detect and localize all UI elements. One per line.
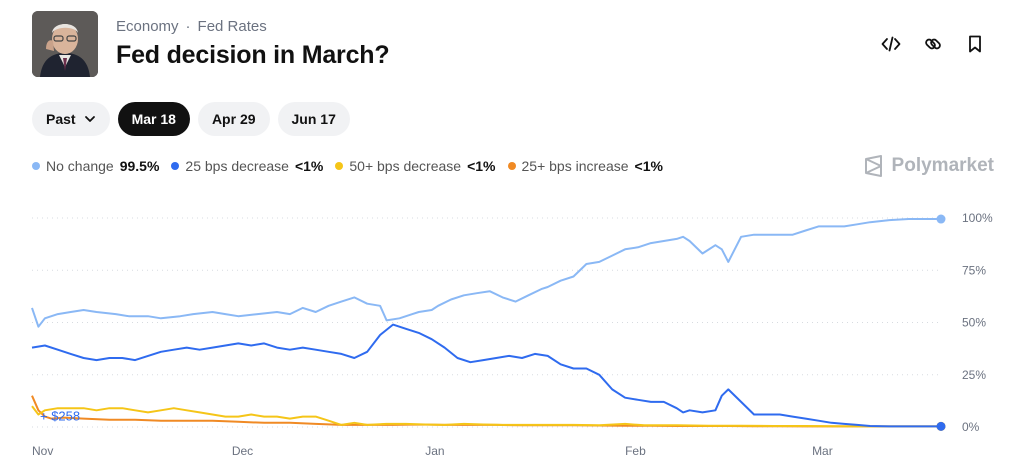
legend-label: 25+ bps increase xyxy=(521,158,629,174)
date-tabs: Past Mar 18 Apr 29 Jun 17 xyxy=(32,102,350,136)
breadcrumb-separator: · xyxy=(185,18,191,35)
brand-name: Polymarket xyxy=(891,155,994,176)
legend-dot xyxy=(507,162,516,170)
page-title: Fed decision in March? xyxy=(116,41,390,69)
legend-item-50-decrease: 50+ bps decrease <1% xyxy=(335,158,496,174)
legend-value: 99.5% xyxy=(119,158,160,174)
series-line xyxy=(31,395,941,428)
bookmark-icon xyxy=(969,35,981,53)
legend-label: No change xyxy=(46,158,114,174)
tab-past-label: Past xyxy=(46,111,76,127)
legend-dot xyxy=(32,162,40,170)
y-tick-label: 0% xyxy=(962,420,980,434)
legend-item-25-decrease: 25 bps decrease <1% xyxy=(171,158,323,174)
breadcrumb-subcategory[interactable]: Fed Rates xyxy=(197,18,267,35)
legend-value: <1% xyxy=(294,158,324,174)
x-tick-label: Mar xyxy=(812,444,833,458)
x-tick-label: Dec xyxy=(232,444,253,458)
tab-apr-29[interactable]: Apr 29 xyxy=(197,102,270,136)
price-chart: 100% 75% 50% 25% 0% Nov Dec Jan Feb Mar + $258 xyxy=(31,211,993,458)
y-tick-label: 25% xyxy=(962,368,986,382)
series-end-point xyxy=(936,421,946,431)
x-tick-label: Jan xyxy=(425,444,444,458)
header-actions xyxy=(880,33,986,55)
copy-link-button[interactable] xyxy=(922,33,944,55)
polymarket-brand: Polymarket xyxy=(864,155,994,177)
bookmark-button[interactable] xyxy=(964,33,986,55)
embed-button[interactable] xyxy=(880,33,902,55)
legend-value: <1% xyxy=(634,158,663,174)
series-line xyxy=(31,218,941,328)
legend-label: 50+ bps decrease xyxy=(349,158,462,174)
legend-item-25-increase: 25+ bps increase <1% xyxy=(507,158,663,174)
tab-jun-17[interactable]: Jun 17 xyxy=(277,102,350,136)
breadcrumb: Economy · Fed Rates xyxy=(116,18,389,35)
x-tick-label: Feb xyxy=(625,444,646,458)
legend-dot xyxy=(335,162,344,170)
legend-value: <1% xyxy=(467,158,496,174)
chevron-down-icon xyxy=(84,116,95,122)
polymarket-logo-icon xyxy=(864,155,882,177)
legend-dot xyxy=(171,162,180,170)
tab-past[interactable]: Past xyxy=(32,102,110,136)
y-tick-label: 75% xyxy=(962,263,986,277)
legend-label: 25 bps decrease xyxy=(185,158,289,174)
code-icon xyxy=(881,36,901,52)
y-tick-label: 50% xyxy=(962,316,986,330)
link-icon xyxy=(925,38,941,50)
breadcrumb-category[interactable]: Economy xyxy=(116,18,179,35)
y-tick-label: 100% xyxy=(962,211,993,225)
series-end-point xyxy=(936,214,946,224)
market-avatar xyxy=(32,11,98,77)
x-tick-label: Nov xyxy=(32,444,53,458)
legend-item-no-change: No change 99.5% xyxy=(32,158,159,174)
trade-annotation: + $258 xyxy=(40,409,80,424)
series-line xyxy=(31,405,941,428)
tab-mar-18[interactable]: Mar 18 xyxy=(117,102,190,136)
chart-legend: No change 99.5% 25 bps decrease <1% 50+ … xyxy=(32,158,663,174)
market-header: Economy · Fed Rates Fed decision in Marc… xyxy=(32,11,390,77)
series-line xyxy=(31,323,941,428)
person-portrait-icon xyxy=(32,11,98,77)
